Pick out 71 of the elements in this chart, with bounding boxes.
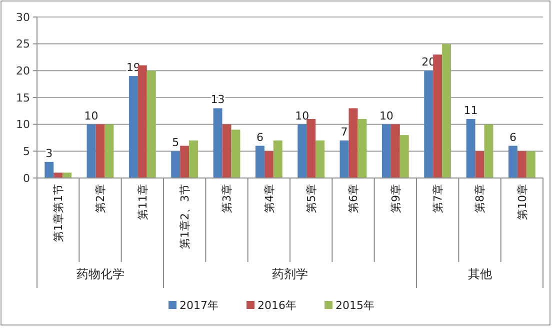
x-tick-label: 第3章 xyxy=(220,184,234,213)
data-label: 6 xyxy=(256,130,264,144)
text: 药剂学 xyxy=(272,267,308,281)
bar xyxy=(508,146,518,178)
x-tick-label: 第6章 xyxy=(347,184,360,213)
bar xyxy=(146,70,156,178)
x-tick-label: 第8章 xyxy=(474,184,487,213)
text: 药物化学 xyxy=(76,267,124,281)
bar xyxy=(104,124,114,178)
x-tick-label: 第1章2、3节 xyxy=(178,184,192,249)
bar xyxy=(298,124,307,178)
bar xyxy=(96,124,105,178)
bar xyxy=(171,151,180,178)
y-tick-label: 15 xyxy=(16,91,30,104)
data-label: 3 xyxy=(46,146,53,160)
bar xyxy=(358,118,367,178)
bar xyxy=(62,172,72,178)
x-tick-label: 第11章 xyxy=(136,184,150,220)
data-label: 13 xyxy=(210,93,225,106)
y-tick-label: 20 xyxy=(16,64,30,78)
bar xyxy=(255,146,264,178)
bar xyxy=(382,124,391,178)
y-tick-label: 5 xyxy=(23,145,30,158)
bar xyxy=(526,151,536,178)
y-tick-label: 0 xyxy=(23,172,30,185)
bar xyxy=(138,65,147,178)
bar xyxy=(128,76,138,178)
x-tick-label: 第2章 xyxy=(94,184,108,213)
bar xyxy=(273,140,282,178)
bar xyxy=(180,146,190,178)
legend-label: 2015年 xyxy=(336,298,374,312)
bar xyxy=(442,44,452,178)
x-tick-label: 第5章 xyxy=(304,184,318,213)
y-tick-label: 10 xyxy=(16,118,30,132)
data-label: 5 xyxy=(172,136,180,150)
bar xyxy=(189,140,198,178)
bar xyxy=(306,118,316,178)
x-tick-label: 第9章 xyxy=(389,184,402,213)
bar xyxy=(484,124,494,178)
bar xyxy=(264,151,274,178)
bar xyxy=(86,124,96,178)
bar xyxy=(424,70,434,178)
bar xyxy=(400,135,409,178)
bar xyxy=(390,124,400,178)
data-label: 10 xyxy=(295,109,310,122)
y-tick-label: 30 xyxy=(16,10,30,24)
bar xyxy=(348,108,358,178)
bar xyxy=(466,118,476,178)
bar xyxy=(222,124,232,178)
legend-label: 2016年 xyxy=(258,298,296,312)
bar xyxy=(517,151,526,178)
bar xyxy=(44,162,54,178)
legend-label: 2017年 xyxy=(180,298,218,312)
data-label: 11 xyxy=(464,104,478,117)
text: 其他 xyxy=(468,267,492,281)
x-tick-label: 第10章 xyxy=(516,184,529,220)
x-tick-label: 第4章 xyxy=(262,184,276,213)
data-label: 6 xyxy=(509,130,516,144)
bar xyxy=(316,140,325,178)
bar xyxy=(213,108,222,178)
data-label: 10 xyxy=(84,109,98,122)
y-tick-label: 25 xyxy=(16,38,30,51)
data-label: 7 xyxy=(340,125,348,138)
bar xyxy=(433,54,442,178)
bar xyxy=(54,172,63,178)
x-tick-label: 第7章 xyxy=(431,184,444,213)
bar xyxy=(231,130,240,178)
bar xyxy=(340,140,349,178)
data-label: 10 xyxy=(379,109,394,122)
bar xyxy=(475,151,484,178)
x-tick-label: 第1章第1节 xyxy=(52,184,65,242)
